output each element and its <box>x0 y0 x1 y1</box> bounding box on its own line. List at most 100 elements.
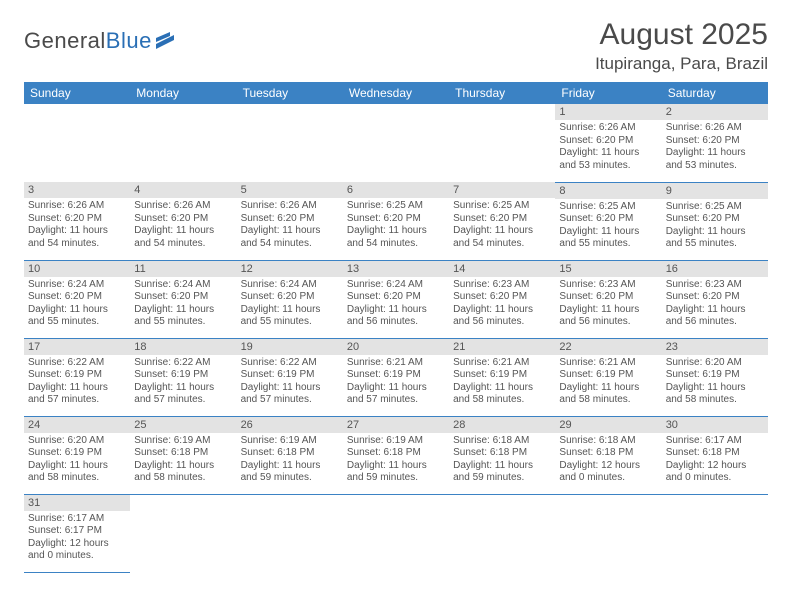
calendar-week: 31Sunrise: 6:17 AMSunset: 6:17 PMDayligh… <box>24 494 768 572</box>
day-content: Sunrise: 6:18 AMSunset: 6:18 PMDaylight:… <box>555 433 661 489</box>
day-number <box>237 495 343 511</box>
calendar-cell: 1Sunrise: 6:26 AMSunset: 6:20 PMDaylight… <box>555 104 661 182</box>
day-content: Sunrise: 6:23 AMSunset: 6:20 PMDaylight:… <box>662 277 768 333</box>
calendar-cell <box>449 104 555 182</box>
flag-icon <box>156 32 182 55</box>
day-number: 14 <box>449 261 555 277</box>
calendar-head: SundayMondayTuesdayWednesdayThursdayFrid… <box>24 82 768 104</box>
day-number: 27 <box>343 417 449 433</box>
day-number <box>343 104 449 120</box>
weekday-row: SundayMondayTuesdayWednesdayThursdayFrid… <box>24 82 768 104</box>
day-content: Sunrise: 6:24 AMSunset: 6:20 PMDaylight:… <box>343 277 449 333</box>
day-content: Sunrise: 6:17 AMSunset: 6:17 PMDaylight:… <box>24 511 130 567</box>
header: GeneralBlue August 2025 Itupiranga, Para… <box>24 18 768 74</box>
day-content: Sunrise: 6:26 AMSunset: 6:20 PMDaylight:… <box>237 198 343 254</box>
logo-suffix: Blue <box>106 28 152 53</box>
day-number: 29 <box>555 417 661 433</box>
day-number: 9 <box>662 183 768 199</box>
day-content: Sunrise: 6:21 AMSunset: 6:19 PMDaylight:… <box>449 355 555 411</box>
day-number: 7 <box>449 182 555 198</box>
day-content: Sunrise: 6:24 AMSunset: 6:20 PMDaylight:… <box>24 277 130 333</box>
calendar-cell: 2Sunrise: 6:26 AMSunset: 6:20 PMDaylight… <box>662 104 768 182</box>
calendar-cell: 20Sunrise: 6:21 AMSunset: 6:19 PMDayligh… <box>343 338 449 416</box>
calendar-week: 3Sunrise: 6:26 AMSunset: 6:20 PMDaylight… <box>24 182 768 260</box>
day-content: Sunrise: 6:26 AMSunset: 6:20 PMDaylight:… <box>555 120 661 176</box>
title-block: August 2025 Itupiranga, Para, Brazil <box>595 18 768 74</box>
day-number: 21 <box>449 339 555 355</box>
calendar-cell: 16Sunrise: 6:23 AMSunset: 6:20 PMDayligh… <box>662 260 768 338</box>
calendar-cell: 26Sunrise: 6:19 AMSunset: 6:18 PMDayligh… <box>237 416 343 494</box>
weekday-header: Friday <box>555 82 661 104</box>
calendar-cell <box>662 494 768 572</box>
calendar-cell <box>130 494 236 572</box>
day-number: 18 <box>130 339 236 355</box>
calendar-cell: 5Sunrise: 6:26 AMSunset: 6:20 PMDaylight… <box>237 182 343 260</box>
day-number <box>449 495 555 511</box>
calendar-cell: 29Sunrise: 6:18 AMSunset: 6:18 PMDayligh… <box>555 416 661 494</box>
day-number <box>343 495 449 511</box>
month-title: August 2025 <box>595 18 768 52</box>
calendar-cell <box>130 104 236 182</box>
day-content: Sunrise: 6:22 AMSunset: 6:19 PMDaylight:… <box>24 355 130 411</box>
calendar-cell: 8Sunrise: 6:25 AMSunset: 6:20 PMDaylight… <box>555 182 661 260</box>
day-number: 16 <box>662 261 768 277</box>
calendar-week: 10Sunrise: 6:24 AMSunset: 6:20 PMDayligh… <box>24 260 768 338</box>
day-content: Sunrise: 6:24 AMSunset: 6:20 PMDaylight:… <box>237 277 343 333</box>
day-content: Sunrise: 6:18 AMSunset: 6:18 PMDaylight:… <box>449 433 555 489</box>
day-number: 22 <box>555 339 661 355</box>
day-number <box>555 495 661 511</box>
calendar-table: SundayMondayTuesdayWednesdayThursdayFrid… <box>24 82 768 573</box>
calendar-cell <box>343 104 449 182</box>
day-number: 8 <box>555 183 661 199</box>
day-content: Sunrise: 6:25 AMSunset: 6:20 PMDaylight:… <box>343 198 449 254</box>
logo: GeneralBlue <box>24 18 182 55</box>
calendar-cell: 15Sunrise: 6:23 AMSunset: 6:20 PMDayligh… <box>555 260 661 338</box>
calendar-cell: 4Sunrise: 6:26 AMSunset: 6:20 PMDaylight… <box>130 182 236 260</box>
calendar-cell: 7Sunrise: 6:25 AMSunset: 6:20 PMDaylight… <box>449 182 555 260</box>
day-number <box>237 104 343 120</box>
day-content: Sunrise: 6:19 AMSunset: 6:18 PMDaylight:… <box>343 433 449 489</box>
calendar-cell: 18Sunrise: 6:22 AMSunset: 6:19 PMDayligh… <box>130 338 236 416</box>
calendar-cell <box>237 104 343 182</box>
calendar-cell: 6Sunrise: 6:25 AMSunset: 6:20 PMDaylight… <box>343 182 449 260</box>
calendar-cell: 13Sunrise: 6:24 AMSunset: 6:20 PMDayligh… <box>343 260 449 338</box>
day-number: 1 <box>555 104 661 120</box>
day-number: 30 <box>662 417 768 433</box>
calendar-cell: 3Sunrise: 6:26 AMSunset: 6:20 PMDaylight… <box>24 182 130 260</box>
weekday-header: Tuesday <box>237 82 343 104</box>
location: Itupiranga, Para, Brazil <box>595 54 768 74</box>
day-content: Sunrise: 6:19 AMSunset: 6:18 PMDaylight:… <box>130 433 236 489</box>
day-number: 25 <box>130 417 236 433</box>
calendar-cell <box>237 494 343 572</box>
logo-text: GeneralBlue <box>24 28 152 54</box>
day-content: Sunrise: 6:25 AMSunset: 6:20 PMDaylight:… <box>449 198 555 254</box>
calendar-cell <box>343 494 449 572</box>
logo-name: General <box>24 28 106 53</box>
calendar-cell: 17Sunrise: 6:22 AMSunset: 6:19 PMDayligh… <box>24 338 130 416</box>
day-number: 15 <box>555 261 661 277</box>
calendar-cell <box>555 494 661 572</box>
day-number <box>449 104 555 120</box>
day-content: Sunrise: 6:20 AMSunset: 6:19 PMDaylight:… <box>24 433 130 489</box>
day-content: Sunrise: 6:23 AMSunset: 6:20 PMDaylight:… <box>555 277 661 333</box>
calendar-cell: 25Sunrise: 6:19 AMSunset: 6:18 PMDayligh… <box>130 416 236 494</box>
calendar-week: 24Sunrise: 6:20 AMSunset: 6:19 PMDayligh… <box>24 416 768 494</box>
day-number: 23 <box>662 339 768 355</box>
calendar-body: 1Sunrise: 6:26 AMSunset: 6:20 PMDaylight… <box>24 104 768 572</box>
calendar-cell: 23Sunrise: 6:20 AMSunset: 6:19 PMDayligh… <box>662 338 768 416</box>
calendar-cell: 24Sunrise: 6:20 AMSunset: 6:19 PMDayligh… <box>24 416 130 494</box>
day-content: Sunrise: 6:22 AMSunset: 6:19 PMDaylight:… <box>130 355 236 411</box>
day-content: Sunrise: 6:21 AMSunset: 6:19 PMDaylight:… <box>555 355 661 411</box>
day-number <box>662 495 768 511</box>
day-number <box>130 495 236 511</box>
calendar-cell: 11Sunrise: 6:24 AMSunset: 6:20 PMDayligh… <box>130 260 236 338</box>
weekday-header: Sunday <box>24 82 130 104</box>
day-number: 2 <box>662 104 768 120</box>
calendar-cell: 14Sunrise: 6:23 AMSunset: 6:20 PMDayligh… <box>449 260 555 338</box>
calendar-cell: 12Sunrise: 6:24 AMSunset: 6:20 PMDayligh… <box>237 260 343 338</box>
day-number: 6 <box>343 182 449 198</box>
day-content: Sunrise: 6:25 AMSunset: 6:20 PMDaylight:… <box>662 199 768 255</box>
weekday-header: Saturday <box>662 82 768 104</box>
day-number: 20 <box>343 339 449 355</box>
day-content: Sunrise: 6:22 AMSunset: 6:19 PMDaylight:… <box>237 355 343 411</box>
